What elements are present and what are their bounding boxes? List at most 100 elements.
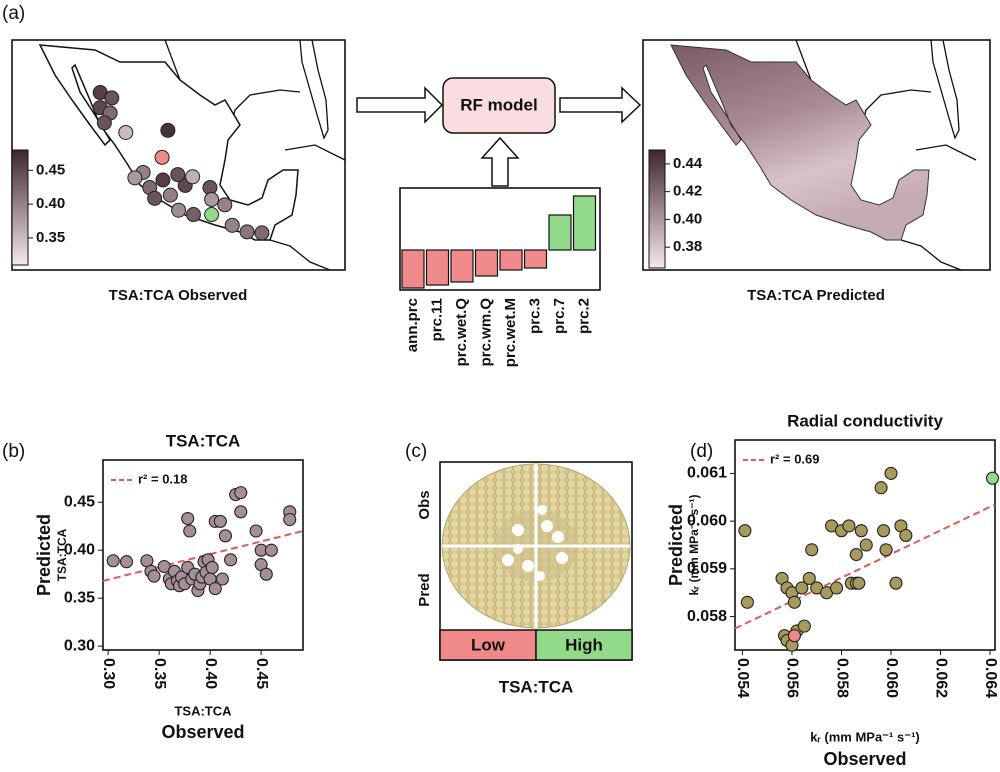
bar <box>572 195 597 251</box>
model-label: RF model <box>460 95 537 114</box>
site <box>171 202 187 218</box>
arrow <box>356 86 444 124</box>
point <box>205 560 219 575</box>
colorbar-tick-label: 0.42 <box>673 183 702 200</box>
x-tick-label: prc.7 <box>551 298 568 334</box>
point <box>787 629 801 643</box>
colorbar <box>11 149 29 266</box>
y-tick-label: 0.059 <box>687 560 727 577</box>
point <box>283 512 297 527</box>
site <box>104 90 120 106</box>
map-title: TSA:TCA Observed <box>109 287 248 304</box>
point <box>879 543 893 557</box>
y-axis-label: Predicted <box>34 514 54 596</box>
colorbar-tick-label: 0.38 <box>673 238 702 255</box>
x-tick-label: 0.30 <box>100 658 117 689</box>
y-tick-label: 0.35 <box>64 589 95 606</box>
point <box>264 543 278 557</box>
importance-frame <box>399 187 601 291</box>
y-axis-sublabel: kᵣ (mm MPa⁻¹ s⁻¹) <box>687 494 701 595</box>
point <box>234 505 248 519</box>
x-tick-label: 0.45 <box>253 658 270 689</box>
plot-frame <box>102 459 304 651</box>
x-tick-label: 0.058 <box>833 658 850 698</box>
point <box>854 524 868 538</box>
x-tick-label: prc.wet.M <box>502 298 519 367</box>
chart-title: Radial conductivity <box>787 411 943 430</box>
point <box>249 524 263 538</box>
x-tick-label: prc.3 <box>526 298 543 334</box>
point <box>215 572 229 586</box>
mexico-prediction <box>670 44 930 241</box>
point <box>849 547 863 562</box>
point <box>181 511 195 526</box>
colorbar-tick-label: 0.35 <box>36 229 65 246</box>
point <box>259 567 273 581</box>
point <box>859 538 873 552</box>
x-axis-sublabel: TSA:TCA <box>174 703 232 718</box>
panel-label: (d) <box>690 441 713 462</box>
vessels <box>502 505 568 581</box>
chart-title: TSA:TCA <box>166 431 241 450</box>
map-title: TSA:TCA Predicted <box>747 287 885 304</box>
site <box>147 190 163 206</box>
site <box>254 225 270 241</box>
point <box>224 553 238 567</box>
x-axis-sublabel: kᵣ (mm MPa⁻¹ s⁻¹) <box>810 729 919 744</box>
site <box>96 115 112 131</box>
point <box>795 581 809 595</box>
x-tick-label: prc.2 <box>575 298 592 334</box>
point <box>234 486 248 500</box>
colorbar-tick-label: 0.44 <box>673 155 703 172</box>
point <box>106 554 120 568</box>
legend-label: High <box>565 635 603 654</box>
x-tick-label: 0.064 <box>982 658 999 698</box>
site <box>127 170 143 186</box>
plot-frame <box>734 439 996 651</box>
model-box <box>442 77 556 134</box>
y-tick-label: 0.45 <box>64 493 95 510</box>
site <box>162 187 178 203</box>
point <box>874 481 888 495</box>
x-axis-label: Observed <box>161 722 244 742</box>
legend-label: r² = 0.18 <box>138 471 188 486</box>
x-tick-label: prc.wm.Q <box>477 298 494 367</box>
x-tick-label: 0.056 <box>784 658 801 698</box>
legend-label: Low <box>471 635 506 654</box>
arrow <box>480 136 520 187</box>
point <box>183 524 197 538</box>
x-tick-label: prc.wet.Q <box>453 298 470 367</box>
axis-label: TSA:TCA <box>499 677 574 696</box>
site <box>185 207 201 223</box>
point <box>884 466 898 480</box>
point <box>889 576 903 590</box>
colorbar-tick-label: 0.40 <box>36 195 65 212</box>
y-tick-label: 0.060 <box>687 512 727 529</box>
x-axis-label: Observed <box>823 749 906 769</box>
point <box>787 595 801 609</box>
arrow <box>559 86 642 124</box>
row-label: Obs <box>416 490 433 519</box>
y-tick-label: 0.058 <box>687 608 727 625</box>
panel-label: (a) <box>2 3 25 24</box>
point <box>877 524 891 538</box>
point <box>738 524 752 538</box>
site <box>118 124 134 140</box>
bar <box>499 249 523 271</box>
y-tick-label: 0.30 <box>64 637 95 654</box>
point <box>218 529 232 543</box>
map-frame <box>642 39 991 271</box>
site <box>239 224 255 240</box>
point <box>899 528 913 543</box>
y-tick-label: 0.061 <box>687 465 727 482</box>
site <box>155 172 171 188</box>
point <box>147 569 161 583</box>
x-tick-label: 0.062 <box>932 658 949 698</box>
x-tick-label: 0.40 <box>202 658 219 689</box>
y-axis-label: Predicted <box>666 504 686 586</box>
bar <box>474 249 499 277</box>
y-axis-sublabel: TSA:TCA <box>55 528 69 581</box>
bar <box>523 249 548 269</box>
point <box>829 581 844 595</box>
